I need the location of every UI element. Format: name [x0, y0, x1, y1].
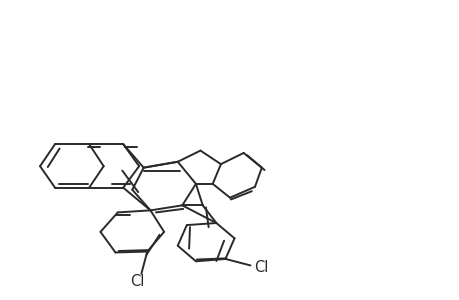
Text: Cl: Cl	[254, 260, 269, 275]
Text: Cl: Cl	[129, 274, 144, 289]
